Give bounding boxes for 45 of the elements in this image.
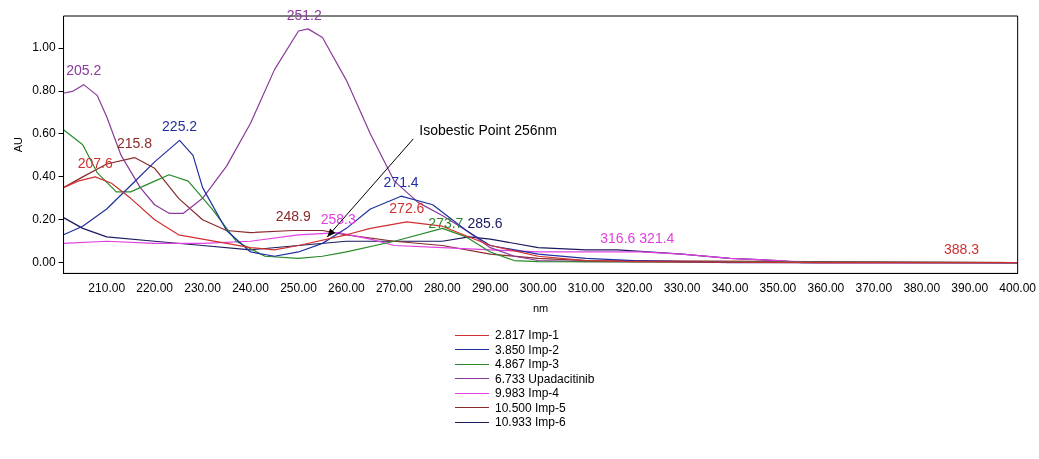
annotation: 205.2 xyxy=(66,62,102,79)
x-axis-title: nm xyxy=(532,302,549,315)
annotation: 225.2 xyxy=(162,118,198,135)
y-axis-title: AU xyxy=(11,137,24,153)
x-tick-label: 380.00 xyxy=(903,280,941,295)
x-tick-label: 370.00 xyxy=(855,280,893,295)
x-tick-label: 390.00 xyxy=(951,280,989,295)
annotation: 388.3 xyxy=(944,240,980,257)
x-tick-label: 260.00 xyxy=(328,280,366,295)
legend-label: 10.933 Imp-6 xyxy=(495,415,566,430)
annotation: 316.6 xyxy=(600,229,636,246)
x-tick-label: 360.00 xyxy=(807,280,845,295)
x-tick-label: 270.00 xyxy=(376,280,414,295)
x-tick-label: 210.00 xyxy=(88,280,126,295)
y-tick-label: 1.00 xyxy=(32,40,56,55)
x-tick-label: 280.00 xyxy=(423,280,461,295)
annotation: Isobestic Point 256nm xyxy=(419,121,557,138)
x-tick-label: 240.00 xyxy=(232,280,270,295)
x-tick-label: 290.00 xyxy=(471,280,509,295)
x-tick-label: 350.00 xyxy=(759,280,797,295)
y-tick-label: 0.00 xyxy=(32,254,56,269)
annotation: 321.4 xyxy=(639,229,675,246)
x-tick-label: 340.00 xyxy=(711,280,749,295)
legend-label: 2.817 Imp-1 xyxy=(495,328,560,343)
legend-label: 4.867 Imp-3 xyxy=(495,357,560,372)
x-tick-label: 250.00 xyxy=(280,280,318,295)
annotation: 272.6 xyxy=(389,199,425,216)
x-tick-label: 230.00 xyxy=(184,280,222,295)
x-tick-label: 310.00 xyxy=(567,280,605,295)
y-tick-label: 0.40 xyxy=(32,169,56,184)
x-tick-label: 320.00 xyxy=(615,280,653,295)
x-tick-label: 300.00 xyxy=(519,280,557,295)
x-tick-label: 220.00 xyxy=(136,280,174,295)
legend-label: 9.983 Imp-4 xyxy=(495,386,560,401)
y-tick-label: 0.60 xyxy=(32,126,56,141)
annotation: 285.6 xyxy=(467,214,503,231)
y-tick-label: 0.20 xyxy=(32,212,56,227)
legend-label: 10.500 Imp-5 xyxy=(495,400,566,415)
legend-label: 6.733 Upadacitinib xyxy=(495,371,595,386)
x-tick-label: 330.00 xyxy=(663,280,701,295)
x-tick-label: 400.00 xyxy=(999,280,1037,295)
annotation: 215.8 xyxy=(117,135,153,152)
y-tick-label: 0.80 xyxy=(32,83,56,98)
annotation: 248.9 xyxy=(275,208,311,225)
legend-label: 3.850 Imp-2 xyxy=(495,342,560,357)
